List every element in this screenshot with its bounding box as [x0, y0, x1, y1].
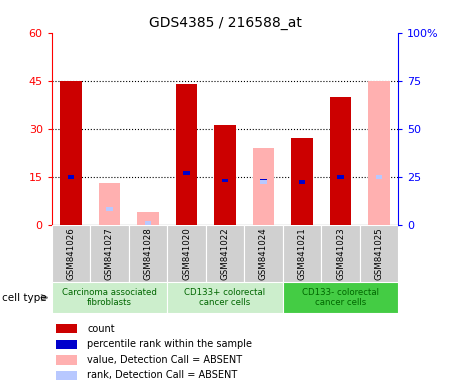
Text: GSM841025: GSM841025 [374, 227, 383, 280]
Bar [221, 179, 229, 182]
Bar [137, 212, 158, 225]
Bar [260, 180, 267, 184]
Bar [337, 175, 344, 179]
Text: Carcinoma associated
fibroblasts: Carcinoma associated fibroblasts [62, 288, 157, 307]
Text: GSM841024: GSM841024 [259, 227, 268, 280]
Bar [60, 81, 81, 225]
Bar [283, 282, 398, 313]
Title: GDS4385 / 216588_at: GDS4385 / 216588_at [148, 16, 302, 30]
Bar [244, 225, 283, 282]
Bar [56, 371, 77, 380]
Bar [330, 97, 351, 225]
Text: CD133+ colorectal
cancer cells: CD133+ colorectal cancer cells [184, 288, 266, 307]
Bar [376, 175, 382, 179]
Bar [144, 221, 152, 225]
Text: value, Detection Call = ABSENT: value, Detection Call = ABSENT [87, 355, 243, 365]
Text: GSM841022: GSM841022 [220, 227, 230, 280]
Bar [99, 183, 120, 225]
Bar [183, 171, 190, 175]
Text: rank, Detection Call = ABSENT: rank, Detection Call = ABSENT [87, 370, 238, 381]
Bar [214, 126, 236, 225]
Text: CD133- colorectal
cancer cells: CD133- colorectal cancer cells [302, 288, 379, 307]
Bar [176, 84, 197, 225]
Bar [292, 138, 313, 225]
Bar [52, 282, 167, 313]
Bar [253, 148, 274, 225]
Bar [56, 355, 77, 364]
Bar [321, 225, 360, 282]
Bar [68, 175, 74, 179]
Bar [167, 282, 283, 313]
Text: count: count [87, 324, 115, 334]
Bar [90, 225, 129, 282]
Bar [56, 324, 77, 333]
Bar [129, 225, 167, 282]
Bar [52, 225, 90, 282]
Text: percentile rank within the sample: percentile rank within the sample [87, 339, 252, 349]
Bar [206, 225, 244, 282]
Bar [167, 225, 206, 282]
Text: GSM841027: GSM841027 [105, 227, 114, 280]
Text: cell type: cell type [2, 293, 47, 303]
Text: GSM841023: GSM841023 [336, 227, 345, 280]
Text: GSM841021: GSM841021 [297, 227, 306, 280]
Text: GSM841026: GSM841026 [67, 227, 76, 280]
Bar [56, 339, 77, 349]
Bar [298, 180, 306, 184]
Bar [369, 81, 390, 225]
Bar [360, 225, 398, 282]
Text: GSM841020: GSM841020 [182, 227, 191, 280]
Bar [260, 179, 267, 182]
Bar [106, 207, 113, 211]
Text: GSM841028: GSM841028 [144, 227, 153, 280]
Bar [283, 225, 321, 282]
